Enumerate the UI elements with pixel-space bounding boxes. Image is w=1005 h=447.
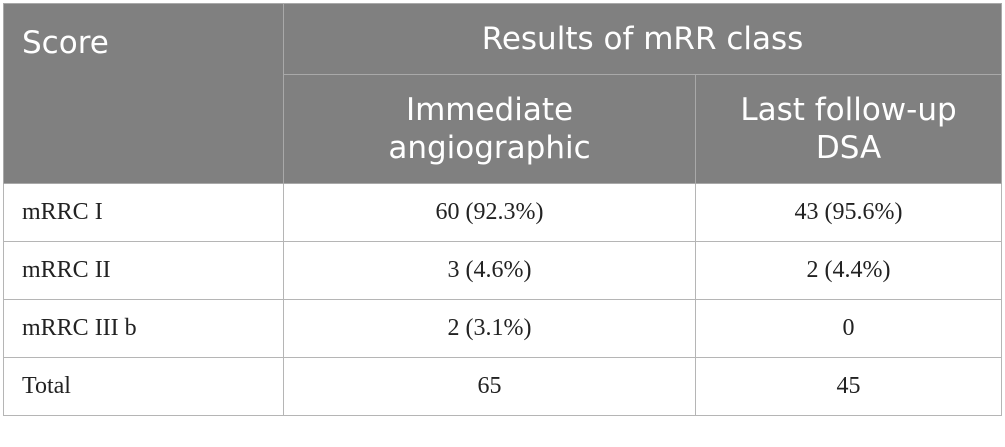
row-label: Total [3,357,284,416]
cell-last: 0 [695,299,1002,358]
results-table: Score Results of mRR class Immediate ang… [3,3,1002,416]
header-row-sub: Immediate angiographic Last follow-up DS… [4,74,1002,184]
row-label: mRRC I [3,183,284,242]
table-body: mRRC I 60 (92.3%) 43 (95.6%) mRRC II 3 (… [3,183,1002,416]
table-row: Total 65 45 [3,357,1002,416]
table-row: mRRC II 3 (4.6%) 2 (4.4%) [3,241,1002,300]
header-score: Score [3,3,284,184]
table-row: mRRC III b 2 (3.1%) 0 [3,299,1002,358]
header-row-group: Score Results of mRR class [3,3,1002,184]
cell-immediate: 3 (4.6%) [283,241,696,300]
header-immediate-angiographic: Immediate angiographic [283,74,696,184]
header-last-line2: DSA [815,130,882,166]
cell-last: 43 (95.6%) [695,183,1002,242]
header-immediate-line2: angiographic [388,130,591,166]
header-last-line1: Last follow-up [740,92,957,128]
header-last-follow-up: Last follow-up DSA [695,74,1002,184]
table-header: Score Results of mRR class Immediate ang… [3,3,1002,184]
table-row: mRRC I 60 (92.3%) 43 (95.6%) [3,183,1002,242]
cell-immediate: 60 (92.3%) [283,183,696,242]
header-results-group: Results of mRR class [283,3,1002,75]
cell-immediate: 2 (3.1%) [283,299,696,358]
cell-last: 45 [695,357,1002,416]
cell-immediate: 65 [283,357,696,416]
cell-last: 2 (4.4%) [695,241,1002,300]
row-label: mRRC II [3,241,284,300]
row-label: mRRC III b [3,299,284,358]
header-immediate-line1: Immediate [405,92,574,128]
